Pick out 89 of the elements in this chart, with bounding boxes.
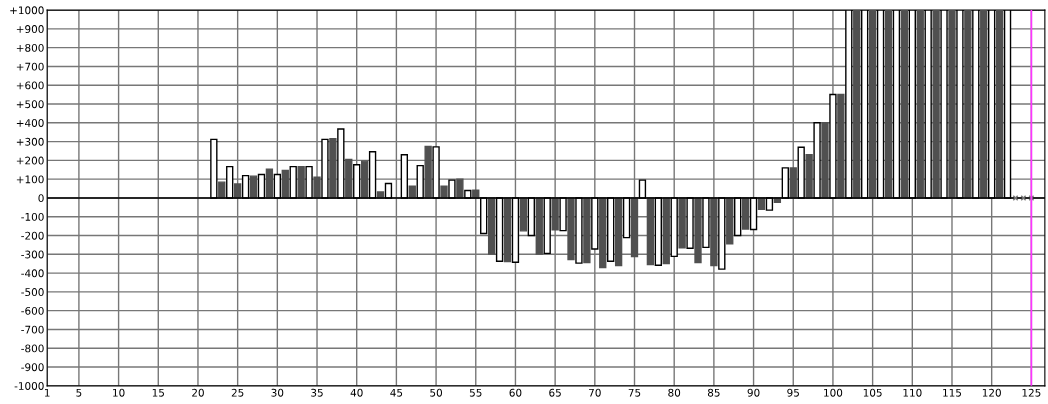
y-tick-label: +400	[16, 119, 44, 127]
x-tick-label: 90	[747, 388, 760, 397]
bar	[853, 10, 861, 199]
x-tick-label: 30	[271, 388, 284, 397]
y-tick-label: -600	[21, 306, 44, 315]
x-tick-label: 25	[231, 388, 244, 397]
bar	[249, 175, 258, 199]
bar	[583, 197, 591, 264]
bar	[837, 93, 845, 199]
x-tick-label: 65	[549, 388, 561, 397]
bar	[519, 197, 528, 232]
y-tick-label: +200	[16, 156, 44, 165]
bar	[789, 167, 797, 199]
x-tick-label: 10	[113, 388, 125, 397]
bar	[456, 178, 464, 199]
bar	[281, 169, 289, 199]
y-tick-label: +1000	[10, 6, 44, 15]
y-tick-label: +100	[16, 175, 44, 184]
x-tick-label: 60	[509, 388, 522, 397]
bar	[360, 160, 369, 199]
x-tick-label: 120	[982, 388, 1001, 397]
bar	[535, 197, 543, 255]
bar	[805, 154, 813, 199]
y-tick-label: 0	[38, 194, 44, 203]
y-tick-label: +300	[16, 137, 44, 146]
y-tick-label: -500	[21, 288, 44, 296]
x-tick-label: 95	[787, 388, 799, 397]
bar	[567, 197, 575, 261]
x-tick-label: 70	[589, 388, 601, 397]
y-tick-label: -700	[21, 325, 44, 334]
y-tick-label: -200	[21, 231, 44, 240]
x-tick-label: 5	[76, 388, 82, 397]
y-tick-label: -800	[21, 344, 44, 353]
bar	[678, 197, 686, 249]
y-tick-label: +700	[16, 62, 44, 71]
x-tick-label: 125	[1022, 388, 1041, 397]
x-tick-label: 105	[863, 388, 882, 397]
bar	[964, 10, 972, 199]
x-tick-label: 45	[390, 388, 403, 397]
bar	[995, 10, 1004, 199]
bar	[868, 10, 877, 199]
bar	[900, 10, 909, 199]
bar	[646, 197, 655, 266]
bar	[980, 10, 988, 199]
x-tick-label: 115	[943, 388, 962, 397]
x-tick-label: 80	[668, 388, 681, 397]
y-tick-label: -300	[21, 250, 44, 259]
bar	[345, 158, 353, 199]
x-tick-label: 110	[903, 388, 922, 397]
bar	[710, 197, 718, 267]
bar	[424, 145, 432, 199]
bar	[218, 181, 226, 199]
bar	[503, 197, 512, 263]
bar	[630, 197, 639, 258]
bar	[599, 197, 607, 269]
y-tick-label: -900	[21, 363, 44, 372]
y-tick-label: +900	[16, 25, 44, 33]
y-tick-label: +800	[16, 43, 44, 52]
y-tick-label: -100	[21, 212, 44, 221]
bar	[662, 197, 670, 265]
x-tick-label: 15	[152, 388, 164, 397]
y-tick-label: +600	[16, 81, 44, 90]
y-tick-label: -1000	[14, 382, 44, 390]
bar	[948, 10, 956, 199]
bar	[329, 137, 337, 199]
x-tick-label: 50	[430, 388, 443, 397]
x-tick-label: 20	[192, 388, 204, 397]
x-tick-label: 40	[350, 388, 363, 397]
x-tick-label: 100	[824, 388, 843, 397]
x-tick-label: 35	[311, 388, 323, 397]
bar	[297, 165, 305, 199]
x-tick-label: 1	[44, 388, 50, 397]
bar	[440, 185, 448, 199]
y-tick-label: -400	[21, 269, 44, 278]
bar	[614, 197, 623, 267]
bar	[694, 197, 702, 264]
bar	[916, 10, 924, 199]
bar	[821, 122, 829, 199]
x-tick-label: 55	[469, 388, 482, 397]
bar	[487, 197, 496, 255]
bar	[313, 176, 321, 199]
bar	[551, 197, 559, 231]
x-tick-label: 75	[628, 388, 641, 397]
bar	[741, 197, 750, 230]
bar	[932, 10, 940, 199]
bar	[726, 197, 734, 245]
bar	[884, 10, 893, 199]
y-tick-label: +500	[16, 100, 44, 109]
x-tick-label: 85	[707, 388, 720, 397]
